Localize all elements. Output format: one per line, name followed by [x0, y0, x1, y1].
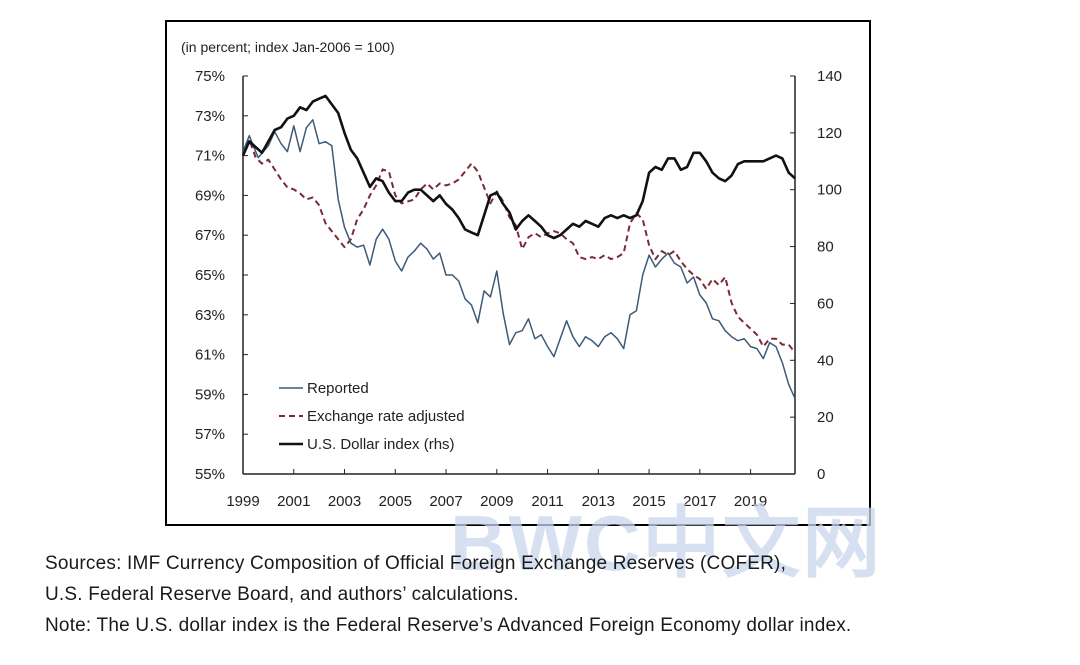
left-tick-label: 63% [195, 307, 225, 324]
unit-label: (in percent; index Jan-2006 = 100) [181, 39, 395, 55]
right-tick-label: 80 [817, 239, 834, 256]
right-tick-label: 0 [817, 466, 825, 483]
x-axis-ticks: 1999 2001 2003 2005 2007 2009 2011 2013 2015 2017… [226, 469, 767, 510]
legend: Reported Exchange rate adjusted U.S. Dolla… [279, 380, 465, 453]
right-tick-label: 20 [817, 409, 834, 426]
x-tick-label: 1999 [226, 493, 259, 510]
right-tick-label: 100 [817, 182, 842, 199]
series-line-u-s-dollar-index-rhs [241, 94, 796, 240]
left-axis-ticks: 75% 73% 71% 69% 67% 65% 63% 61% 59% 57% 55% [195, 68, 248, 483]
left-tick-label: 61% [195, 347, 225, 364]
legend-label: U.S. Dollar index (rhs) [307, 436, 455, 453]
x-tick-label: 2017 [683, 493, 716, 510]
right-tick-label: 140 [817, 68, 842, 85]
right-axis-ticks: 140 120 100 80 60 40 20 0 [790, 68, 842, 483]
left-tick-label: 57% [195, 426, 225, 443]
left-tick-label: 67% [195, 227, 225, 244]
left-tick-label: 71% [195, 148, 225, 165]
chart-svg: (in percent; index Jan-2006 = 100) 75% 73… [181, 39, 842, 510]
x-tick-label: 2011 [531, 493, 563, 510]
x-tick-label: 2007 [429, 493, 462, 510]
left-tick-label: 65% [195, 267, 225, 284]
left-tick-label: 73% [195, 108, 225, 125]
legend-label: Reported [307, 380, 369, 397]
source-note-line-3: Note: The U.S. dollar index is the Feder… [45, 615, 852, 636]
right-tick-label: 60 [817, 295, 834, 312]
right-tick-label: 40 [817, 352, 834, 369]
source-notes: Sources: IMF Currency Composition of Off… [45, 548, 1065, 641]
left-tick-label: 75% [195, 68, 225, 85]
x-tick-label: 2015 [632, 493, 665, 510]
legend-label: Exchange rate adjusted [307, 408, 465, 425]
series-line-exchange-rate-adjusted [242, 138, 796, 354]
x-tick-label: 2013 [582, 493, 615, 510]
x-tick-label: 2001 [277, 493, 310, 510]
source-note-line-2: U.S. Federal Reserve Board, and authors’… [45, 584, 519, 605]
source-note-line-1: Sources: IMF Currency Composition of Off… [45, 553, 787, 574]
x-tick-label: 2003 [328, 493, 361, 510]
series-layer [241, 94, 796, 399]
right-tick-label: 120 [817, 125, 842, 142]
left-tick-label: 55% [195, 466, 225, 483]
left-tick-label: 69% [195, 187, 225, 204]
x-tick-label: 2005 [379, 493, 412, 510]
series-line-reported [242, 119, 796, 399]
chart-frame: (in percent; index Jan-2006 = 100) 75% 73… [165, 20, 871, 526]
x-tick-label: 2009 [480, 493, 513, 510]
left-tick-label: 59% [195, 386, 225, 403]
x-tick-label: 2019 [734, 493, 767, 510]
